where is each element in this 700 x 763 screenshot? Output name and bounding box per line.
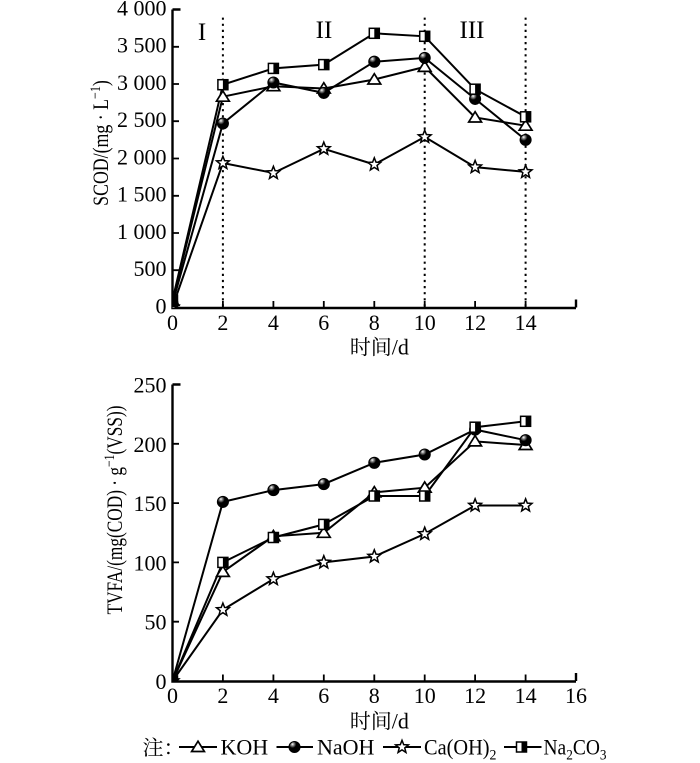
svg-text:500: 500 bbox=[134, 256, 167, 281]
svg-text:100: 100 bbox=[134, 550, 167, 575]
svg-text:II: II bbox=[316, 17, 333, 44]
svg-text:KOH: KOH bbox=[221, 735, 269, 760]
svg-text:14: 14 bbox=[515, 310, 537, 335]
svg-text:4: 4 bbox=[268, 310, 279, 335]
svg-text:0: 0 bbox=[167, 683, 178, 708]
svg-text:8: 8 bbox=[369, 683, 380, 708]
svg-text:2: 2 bbox=[217, 683, 228, 708]
svg-text:0: 0 bbox=[156, 293, 167, 318]
svg-text:0: 0 bbox=[156, 669, 167, 694]
svg-text:10: 10 bbox=[414, 310, 436, 335]
svg-text:2 000: 2 000 bbox=[117, 144, 167, 169]
svg-text:4: 4 bbox=[268, 683, 279, 708]
svg-text:1 500: 1 500 bbox=[117, 182, 167, 207]
svg-text:150: 150 bbox=[134, 491, 167, 516]
svg-text:250: 250 bbox=[134, 373, 167, 398]
svg-text:/d: /d bbox=[392, 709, 409, 734]
svg-text:III: III bbox=[460, 17, 485, 44]
svg-text:/d: /d bbox=[392, 335, 409, 360]
svg-text:1 000: 1 000 bbox=[117, 219, 167, 244]
svg-text:8: 8 bbox=[369, 310, 380, 335]
svg-text:SCOD/(mg · L−1): SCOD/(mg · L−1) bbox=[87, 80, 114, 206]
svg-text:2: 2 bbox=[217, 310, 228, 335]
svg-text:TVFA/(mg(COD) · g−1(VSS)): TVFA/(mg(COD) · g−1(VSS)) bbox=[101, 406, 128, 615]
svg-text:NaOH: NaOH bbox=[317, 735, 375, 760]
svg-text:14: 14 bbox=[515, 683, 537, 708]
svg-text:4 000: 4 000 bbox=[117, 0, 167, 20]
svg-text:200: 200 bbox=[134, 432, 167, 457]
svg-text:12: 12 bbox=[464, 310, 486, 335]
svg-text:0: 0 bbox=[167, 310, 178, 335]
svg-text:6: 6 bbox=[318, 683, 329, 708]
svg-text:10: 10 bbox=[414, 683, 436, 708]
svg-text:Ca(OH)2: Ca(OH)2 bbox=[424, 735, 496, 763]
svg-text:Na2CO3: Na2CO3 bbox=[544, 735, 607, 763]
svg-text:2 500: 2 500 bbox=[117, 107, 167, 132]
svg-text:3 000: 3 000 bbox=[117, 70, 167, 95]
svg-text:16: 16 bbox=[565, 683, 587, 708]
svg-text:6: 6 bbox=[318, 310, 329, 335]
svg-text:I: I bbox=[198, 19, 206, 46]
svg-text:12: 12 bbox=[464, 683, 486, 708]
svg-text:50: 50 bbox=[145, 610, 167, 635]
svg-text:3 500: 3 500 bbox=[117, 33, 167, 58]
